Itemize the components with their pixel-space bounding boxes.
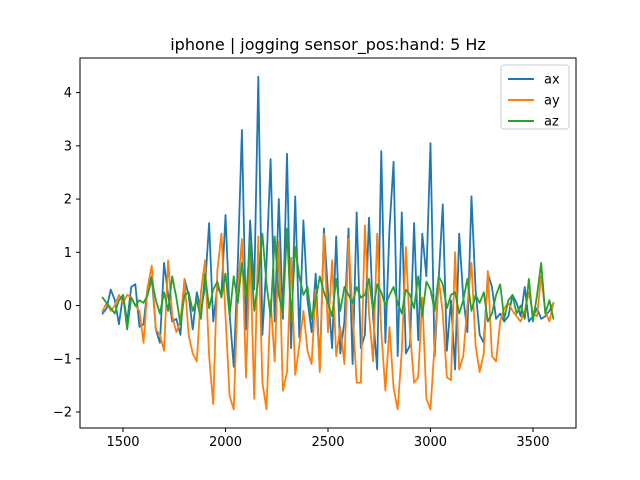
series-line-ay bbox=[101, 224, 555, 411]
y-axis: −2 −1 0 1 2 3 4 bbox=[53, 86, 80, 421]
y-tick-label: 3 bbox=[64, 139, 72, 154]
y-tick-label: 4 bbox=[64, 86, 72, 101]
series-line-ax bbox=[101, 75, 555, 371]
y-tick-label: 2 bbox=[64, 193, 72, 208]
series-line-az bbox=[101, 227, 555, 331]
x-axis: 1500 2000 2500 3000 3500 bbox=[106, 428, 550, 450]
series-layer bbox=[101, 75, 555, 411]
x-tick-label: 3500 bbox=[516, 435, 549, 450]
legend-box bbox=[500, 64, 570, 130]
x-tick-label: 1500 bbox=[106, 435, 139, 450]
legend-label-az: az bbox=[544, 115, 559, 130]
y-tick-label: 1 bbox=[64, 246, 72, 261]
legend-label-ay: ay bbox=[544, 94, 560, 109]
chart-title: iphone | jogging sensor_pos:hand: 5 Hz bbox=[170, 35, 486, 55]
legend-label-ax: ax bbox=[544, 73, 560, 88]
y-tick-label: 0 bbox=[64, 299, 72, 314]
y-tick-label: −1 bbox=[53, 352, 72, 367]
x-tick-label: 2500 bbox=[311, 435, 344, 450]
legend: ax ay az bbox=[500, 64, 570, 130]
x-tick-label: 2000 bbox=[209, 435, 242, 450]
x-tick-label: 3000 bbox=[414, 435, 447, 450]
y-tick-label: −2 bbox=[53, 406, 72, 421]
